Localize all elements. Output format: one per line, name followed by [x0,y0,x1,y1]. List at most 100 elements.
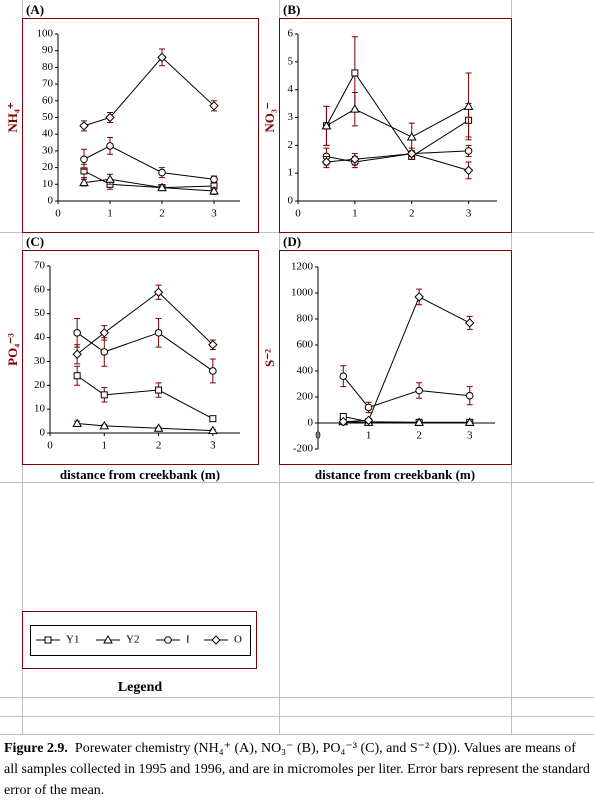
x-tick-label: 2 [409,208,415,220]
series-line [76,375,214,420]
series-line [343,421,470,423]
marker [154,329,163,337]
marker [463,165,474,176]
marker [464,417,475,426]
marker [79,121,89,131]
marker [350,154,360,164]
x-tick-label: 0 [295,208,301,220]
marker [210,175,218,184]
x-tick-label: 1 [352,208,358,220]
y-tick-label: 2 [288,139,294,151]
marker [209,415,217,423]
y-tick-label: 50 [34,307,46,319]
x-tick-label: 1 [107,208,113,220]
y-tick-label: 30 [34,355,46,367]
x-tick-label: 2 [156,440,162,452]
x-tick-label: 0 [47,440,53,452]
y-tick-label: 4 [288,83,294,95]
x-axis-label: distance from creekbank (m) [315,467,475,482]
marker [100,348,109,356]
panel-frame [22,18,259,233]
marker [44,636,52,644]
marker [349,104,360,113]
series-line [325,72,469,158]
legend-title: Legend [118,680,163,695]
marker [464,147,473,155]
legend-label: Y2 [126,634,139,646]
series-line [83,145,215,180]
y-axis-label: S⁻² [262,349,277,367]
series-line [342,375,470,408]
marker [155,386,163,394]
caption: Figure 2.9. Porewater chemistry (NH₄⁺ (A… [4,738,590,801]
x-tick-label: 2 [159,208,165,220]
y-tick-label: 0 [288,195,294,207]
marker [157,182,167,192]
y-axis-label: NH₄⁺ [5,102,20,132]
y-tick-label: 0 [308,417,314,429]
y-tick-label: 5 [288,55,294,67]
x-tick-label: 0 [315,430,321,442]
marker [99,328,109,338]
x-axis-label: distance from creekbank (m) [60,467,220,482]
marker [164,636,172,644]
y-axis-label: NO₃⁻ [262,102,277,132]
y-tick-label: 30 [42,144,54,156]
y-tick-label: 0 [48,195,54,207]
y-tick-label: 0 [40,427,46,439]
y-tick-label: 70 [34,260,46,272]
marker [153,287,164,297]
y-tick-label: 50 [42,111,54,123]
series-line [343,296,470,423]
legend-label: I [186,634,190,646]
y-tick-label: 90 [42,44,54,56]
x-tick-label: 3 [210,440,216,452]
series-line [326,105,469,138]
marker [207,425,218,435]
series-line [76,332,214,372]
x-tick-label: 2 [416,430,422,442]
marker [99,420,110,430]
series-line [83,170,215,189]
y-tick-label: 3 [288,111,294,123]
y-tick-label: 10 [34,403,46,415]
series-line [76,291,214,355]
marker [157,52,167,63]
marker [463,101,474,110]
caption-label: Figure 2.9. [4,741,68,756]
marker [407,148,417,159]
marker [72,349,82,359]
caption-text: Porewater chemistry (NH₄⁺ (A), NO₃⁻ (B),… [4,741,590,798]
series-line [83,178,215,192]
y-tick-label: -200 [293,443,314,455]
marker [153,423,164,432]
y-tick-label: 80 [42,61,54,73]
marker [364,403,373,412]
panel-title: (A) [26,2,44,17]
marker [72,418,83,427]
marker [209,101,219,111]
panel-title: (C) [26,234,44,249]
y-tick-label: 60 [34,283,46,295]
y-axis-label: PO₄⁻³ [5,333,20,366]
x-tick-label: 1 [102,440,108,452]
marker [465,318,475,328]
y-tick-label: 6 [288,28,294,40]
panel-frame [279,18,512,233]
panel-title: (D) [283,234,301,249]
marker [79,177,89,187]
marker [414,292,424,302]
marker [73,372,81,380]
y-tick-label: 600 [297,339,314,351]
marker [338,416,348,427]
series-line [83,56,215,127]
marker [465,391,474,400]
y-tick-label: 100 [37,28,54,40]
x-tick-label: 1 [366,430,372,442]
x-tick-label: 0 [55,208,61,220]
marker [100,391,108,399]
marker [103,634,113,644]
y-tick-label: 1200 [291,261,314,273]
marker [406,131,417,141]
